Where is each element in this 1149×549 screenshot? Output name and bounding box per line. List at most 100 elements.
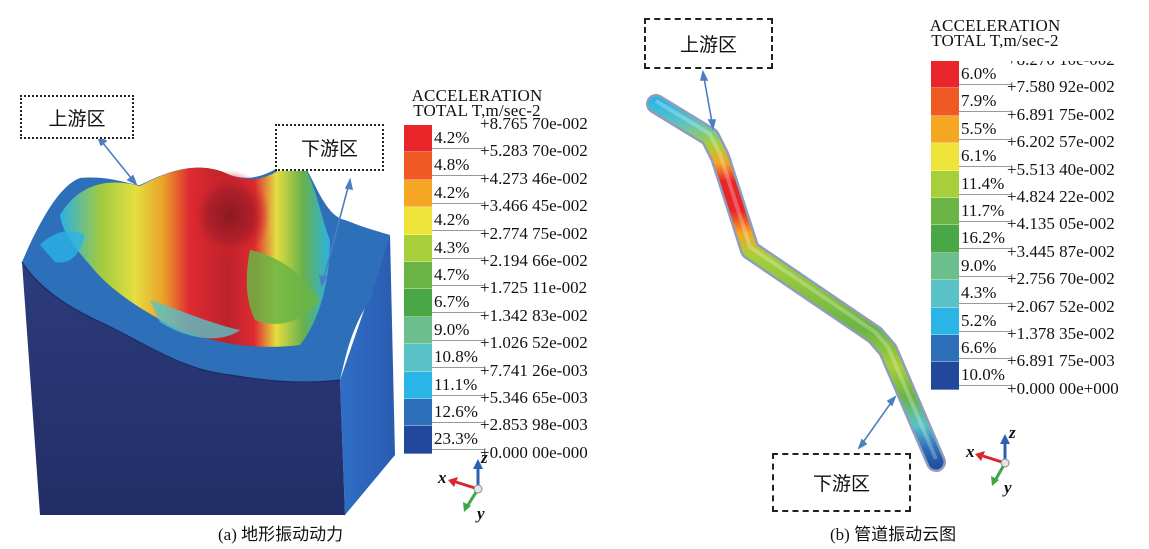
panel-b-legend-row: 10.0% +6.891 75e-003: [931, 352, 1149, 390]
panel-b-legend-row: 5.5% +6.891 75e-002: [931, 106, 1149, 144]
panel-b-legend-row: 11.7% +4.824 22e-002: [931, 188, 1149, 226]
legend-title-a: ACCELERATION TOTAL T,m/sec-2: [411, 86, 543, 120]
panel-a-legend-percent: 6.7%: [432, 292, 484, 314]
upstream-label-box-a: 上游区: [20, 95, 134, 139]
panel-a-legend-value: +1.342 83e-002: [480, 305, 588, 325]
panel-b-legend-row: 6.6% +1.378 35e-002: [931, 325, 1149, 363]
panel-a-terrain: 上游区 下游区 ACCELERATION TOTAL T,m/sec-2 4.2…: [20, 86, 588, 544]
panel-a-legend-row: 4.2% +3.466 45e-002: [404, 197, 624, 235]
panel-a-legend-row: 23.3% +2.853 98e-003: [404, 416, 624, 454]
axis-label-x-a: x: [438, 468, 447, 487]
panel-a-legend-swatch: [404, 316, 432, 345]
axis-label-z-a: z: [481, 448, 488, 467]
panel-a-legend-swatch: [404, 371, 432, 399]
panel-a-legend-row: 10.8% +1.026 52e-002: [404, 334, 624, 372]
panel-b-legend-swatch: [931, 88, 959, 116]
terrain-model: [21, 135, 483, 515]
legend-title-b: ACCELERATION TOTAL T,m/sec-2: [929, 16, 1061, 50]
upstream-label-a: 上游区: [48, 107, 106, 130]
terrain-side-face: [340, 235, 395, 515]
terrain-hotspot: [190, 170, 270, 260]
axis-triad-a: [448, 459, 483, 512]
panel-b-legend-value: +6.891 75e-002: [1007, 104, 1115, 124]
panel-b-legend-percent: 11.4%: [959, 174, 1011, 195]
panel-a-legend-percent: 4.2%: [432, 128, 484, 149]
panel-b-legend-row: 11.4% +5.513 40e-002: [931, 161, 1149, 198]
panel-b-legend-value-min: +0.000 00e+000: [1007, 378, 1119, 398]
panel-b-legend-value: +6.891 75e-003: [1007, 351, 1115, 371]
panel-a-legend-value: +1.725 11e-002: [480, 278, 588, 298]
caption-b: (b) 管道振动云图: [830, 525, 957, 544]
panel-b-legend-swatch: [931, 280, 959, 308]
panel-a-legend-row: 12.6% +5.346 65e-003: [404, 389, 624, 427]
panel-a-legend-row: 4.7% +2.194 66e-002: [404, 252, 624, 290]
panel-a-legend-row: 11.1% +7.741 26e-003: [404, 362, 624, 399]
panel-a-legend-percent: 4.2%: [432, 183, 484, 204]
panel-a-legend-swatch: [404, 399, 432, 427]
upstream-label-b: 上游区: [679, 34, 737, 56]
panel-a-legend-value: +2.774 75e-002: [480, 223, 588, 243]
panel-a-legend-value: +5.283 70e-002: [480, 141, 588, 161]
panel-b-legend-value: +6.202 57e-002: [1007, 132, 1115, 152]
panel-b-legend-swatch: [931, 252, 959, 281]
pipeline-model: [646, 69, 1010, 486]
panel-b-legend-percent: 4.3%: [959, 283, 1011, 305]
panel-a-legend-value: +8.765 70e-002: [480, 114, 588, 133]
axis-label-y-a: y: [477, 504, 485, 523]
panel-b-legend-row: 9.0% +3.445 87e-002: [931, 243, 1149, 281]
panel-b-legend-swatch: [931, 115, 959, 144]
panel-a-legend-value-min: +0.000 00e-000: [480, 442, 588, 462]
panel-b-legend-value: +4.824 22e-002: [1007, 187, 1115, 206]
upstream-arrow-a: [96, 135, 138, 186]
panel-a-legend-value: +3.466 45e-002: [480, 196, 588, 216]
panel-a-legend-percent: 23.3%: [432, 429, 484, 451]
downstream-label-box-a: 下游区: [275, 124, 384, 171]
panel-b-legend-percent: 11.7%: [959, 201, 1011, 222]
panel-a-legend-swatch: [404, 234, 432, 262]
terrain-front-face: [22, 262, 345, 515]
panel-b-legend-value: +2.067 52e-002: [1007, 296, 1115, 316]
panel-a-legend-row: 9.0% +1.342 83e-002: [404, 307, 624, 345]
panel-b-legend-percent: 16.2%: [959, 228, 1011, 250]
panel-a-legend-row: 6.7% +1.725 11e-002: [404, 279, 624, 317]
panel-a-legend-swatch: [404, 289, 432, 317]
panel-b-legend-percent: 6.6%: [959, 338, 1011, 359]
panel-b-legend-value: +4.135 05e-002: [1007, 214, 1115, 234]
panel-a-legend-percent: 4.7%: [432, 265, 484, 286]
panel-b-legend-swatch: [931, 335, 959, 363]
panel-b-legend-swatch: [931, 143, 959, 171]
panel-b-legend-value: +3.445 87e-002: [1007, 241, 1115, 261]
panel-b-legend-value: +5.513 40e-002: [1007, 159, 1115, 179]
downstream-arrow-b: [857, 395, 897, 450]
downstream-label-b: 下游区: [812, 473, 870, 495]
panel-a-legend-percent: 4.3%: [432, 238, 484, 259]
panel-a-legend-swatch: [404, 426, 432, 454]
panel-a-legend-row: 4.3% +2.774 75e-002: [404, 225, 624, 262]
panel-b-legend-swatch: [931, 225, 959, 253]
caption-a: (a) 地形振动动力: [218, 525, 344, 544]
panel-a-legend-percent: 10.8%: [432, 347, 484, 369]
pipe: [646, 94, 946, 472]
panel-a-legend-swatch: [404, 344, 432, 372]
panel-b-legend-row: 6.1% +6.202 57e-002: [931, 133, 1149, 171]
downstream-label-a: 下游区: [300, 138, 358, 160]
panel-a-legend-value: +1.026 52e-002: [480, 333, 588, 353]
panel-b-legend-percent: 9.0%: [959, 256, 1011, 277]
panel-b-legend-row: 5.2% +2.067 52e-002: [931, 298, 1149, 335]
panel-b-legend-swatch: [931, 170, 959, 198]
panel-a-legend-value: +5.346 65e-003: [480, 388, 588, 407]
panel-a-legend-swatch: [404, 125, 432, 153]
panel-a-legend-percent: 11.1%: [432, 375, 484, 396]
panel-a-legend-value: +2.853 98e-003: [480, 415, 588, 435]
panel-b-legend-percent: 10.0%: [959, 365, 1011, 387]
panel-b-legend-percent: 6.1%: [959, 146, 1011, 168]
panel-b-legend-swatch: [931, 307, 959, 335]
panel-a-legend-swatch: [404, 152, 432, 180]
panel-b-legend-swatch: [931, 198, 959, 226]
panel-b-legend-swatch: [931, 61, 959, 89]
axis-label-x-b: x: [966, 442, 975, 461]
axis-label-y-b: y: [1004, 478, 1012, 497]
panel-b-legend-percent: 7.9%: [959, 91, 1011, 113]
panel-b-legend-value: +7.580 92e-002: [1007, 77, 1115, 97]
panel-a-legend-swatch: [404, 207, 432, 235]
